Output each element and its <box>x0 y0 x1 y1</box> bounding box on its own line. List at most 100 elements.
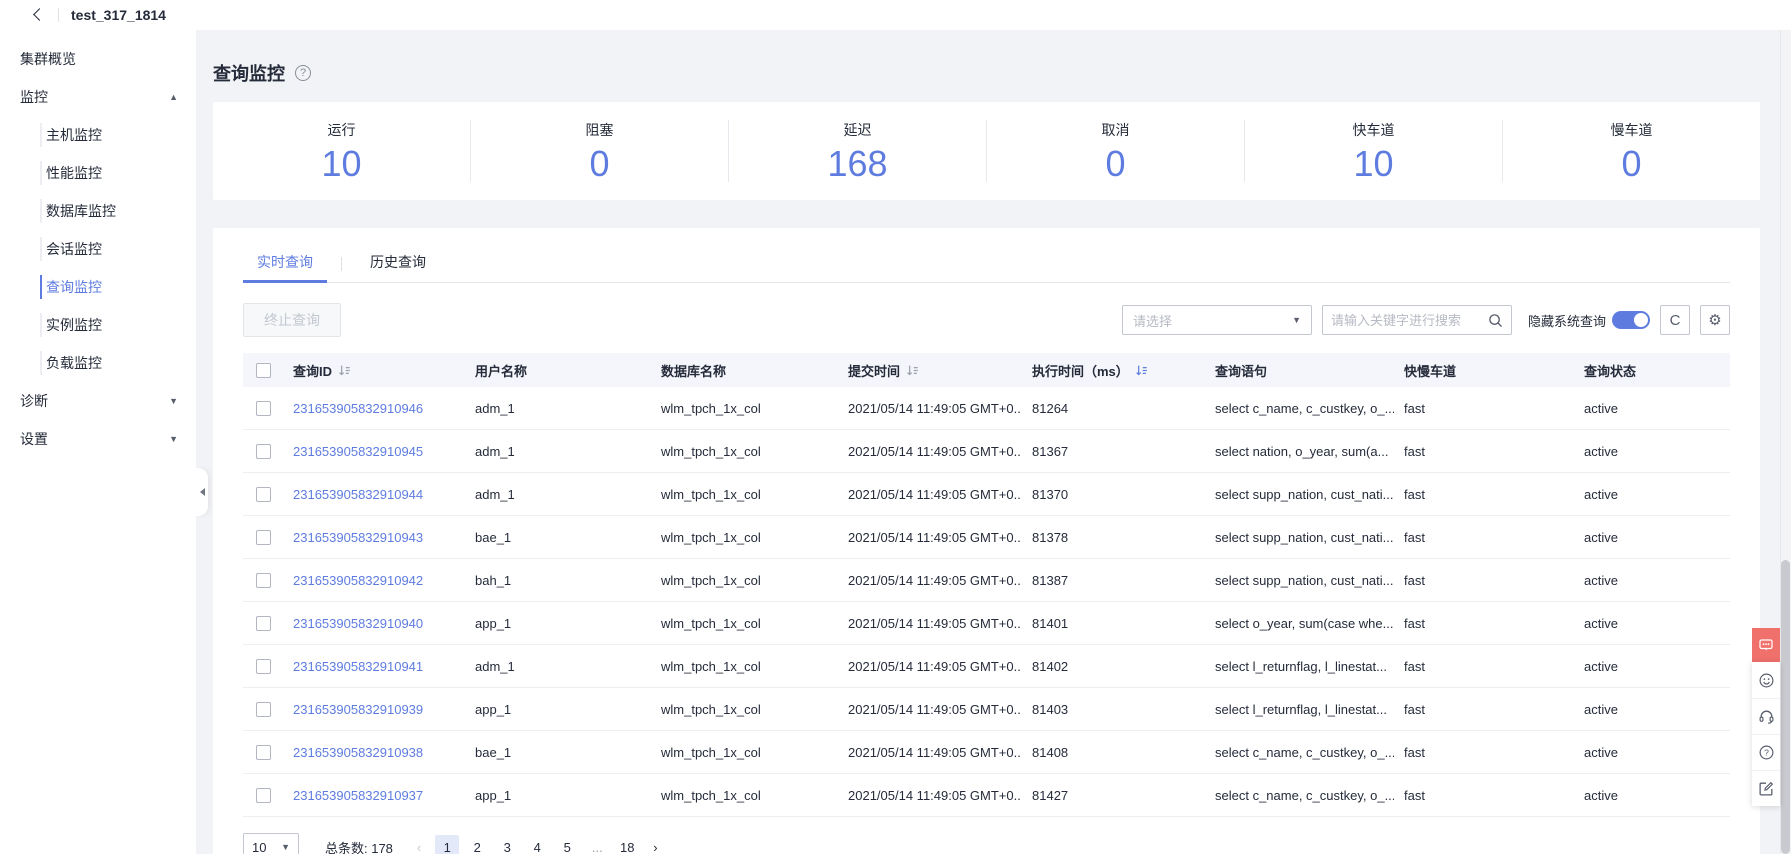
sort-icon-active[interactable] <box>1135 364 1148 377</box>
row-checkbox[interactable] <box>255 486 271 502</box>
row-checkbox[interactable] <box>255 529 271 545</box>
query-id-link[interactable]: 231653905832910944 <box>293 486 424 502</box>
row-checkbox[interactable] <box>255 400 271 416</box>
back-button[interactable] <box>30 6 48 24</box>
page-button[interactable]: 4 <box>533 839 541 854</box>
help-button[interactable]: ? <box>1752 734 1780 770</box>
tab-realtime-query[interactable]: 实时查询 <box>243 246 327 283</box>
vertical-scrollbar[interactable] <box>1780 30 1791 854</box>
survey-button[interactable] <box>1752 770 1780 806</box>
query-status-cell: active <box>1584 529 1618 545</box>
page-buttons: 1 2 3 4 5 ... 18 <box>435 835 639 854</box>
query-statement-cell: select l_returnflag, l_linestat... <box>1215 701 1387 717</box>
sidebar-subitem[interactable]: 数据库监控 <box>0 192 196 230</box>
cluster-name: test_317_1814 <box>71 7 166 23</box>
sidebar-group-settings[interactable]: 设置 ▼ <box>20 431 178 447</box>
tab-history-query[interactable]: 历史查询 <box>370 254 426 270</box>
page-button[interactable]: 5 <box>563 839 571 854</box>
row-checkbox[interactable] <box>255 615 271 631</box>
search-input[interactable] <box>1330 312 1488 328</box>
query-id-link[interactable]: 231653905832910938 <box>293 744 424 760</box>
feedback-button[interactable] <box>1752 628 1780 662</box>
hide-system-query-toggle[interactable] <box>1612 311 1650 329</box>
search-box <box>1321 305 1512 335</box>
query-id-link[interactable]: 231653905832910939 <box>293 701 424 717</box>
sidebar-subitem[interactable]: 性能监控 <box>0 154 196 192</box>
stat-label: 延迟 <box>843 122 872 138</box>
database-name-cell: wlm_tpch_1x_col <box>661 400 761 416</box>
exec-time-cell: 81401 <box>1032 615 1069 631</box>
sidebar-group-monitor[interactable]: 监控 ▲ <box>20 89 178 105</box>
sidebar-subitem[interactable]: 实例监控 <box>0 306 196 344</box>
sidebar-subitem[interactable]: 负载监控 <box>0 344 196 382</box>
stats-card: 运行 10 阻塞 0 延迟 168 取消 0 <box>213 102 1760 200</box>
smiley-button[interactable] <box>1752 662 1780 698</box>
next-page-button[interactable]: › <box>653 839 658 854</box>
stat-cell: 运行 10 <box>213 120 471 184</box>
feedback-chat-icon <box>1759 639 1773 651</box>
row-checkbox[interactable] <box>255 701 271 717</box>
chevron-down-icon: ▼ <box>169 434 178 444</box>
query-table: 查询ID 用户名称 数据库名称 提交时间 <box>243 353 1730 817</box>
table-row: 231653905832910942 bah_1 wlm_tpch_1x_col… <box>243 559 1730 602</box>
row-checkbox[interactable] <box>255 572 271 588</box>
lane-cell: fast <box>1404 443 1425 459</box>
exec-time-cell: 81367 <box>1032 443 1069 459</box>
page-size-select[interactable]: 10 ▼ <box>243 833 299 854</box>
query-id-link[interactable]: 231653905832910941 <box>293 658 424 674</box>
page-button[interactable]: 1 <box>435 835 460 854</box>
row-checkbox[interactable] <box>255 744 271 760</box>
table-row: 231653905832910939 app_1 wlm_tpch_1x_col… <box>243 688 1730 731</box>
user-name-cell: adm_1 <box>475 443 515 459</box>
query-id-link[interactable]: 231653905832910942 <box>293 572 424 588</box>
user-name-cell: adm_1 <box>475 658 515 674</box>
support-button[interactable] <box>1752 698 1780 734</box>
table-header-row: 查询ID 用户名称 数据库名称 提交时间 <box>243 353 1730 387</box>
row-checkbox[interactable] <box>255 787 271 803</box>
query-id-link[interactable]: 231653905832910943 <box>293 529 424 545</box>
sidebar-subitem[interactable]: 主机监控 <box>0 116 196 154</box>
page-button[interactable]: 18 <box>620 839 635 854</box>
database-name-cell: wlm_tpch_1x_col <box>661 443 761 459</box>
gear-icon: ⚙ <box>1708 312 1722 329</box>
stat-value: 10 <box>321 143 362 184</box>
lane-cell: fast <box>1404 486 1425 502</box>
sort-icon[interactable] <box>906 364 919 377</box>
refresh-button[interactable]: C <box>1660 305 1690 335</box>
query-statement-cell: select o_year, sum(case whe... <box>1215 615 1394 631</box>
prev-page-button[interactable]: ‹ <box>416 839 422 854</box>
page-button[interactable]: 3 <box>503 839 511 854</box>
collapse-left-icon <box>199 488 205 496</box>
sort-icon[interactable] <box>338 364 351 377</box>
sidebar-item-cluster-overview[interactable]: 集群概览 <box>20 51 76 67</box>
column-settings-button[interactable]: ⚙ <box>1700 305 1730 335</box>
exec-time-cell: 81378 <box>1032 529 1069 545</box>
page-button[interactable]: ... <box>591 839 603 854</box>
row-checkbox[interactable] <box>255 658 271 674</box>
select-all-checkbox[interactable] <box>255 362 271 378</box>
query-id-link[interactable]: 231653905832910937 <box>293 787 424 803</box>
stat-value: 10 <box>1353 143 1394 184</box>
sidebar-subitem[interactable]: 会话监控 <box>0 230 196 268</box>
query-status-cell: active <box>1584 400 1618 416</box>
sidebar-collapse-handle[interactable] <box>196 468 208 516</box>
filter-select[interactable]: 请选择 ▼ <box>1121 305 1312 335</box>
sidebar-subitem[interactable]: 查询监控 <box>0 268 196 306</box>
smiley-face-icon <box>1759 673 1773 687</box>
row-checkbox[interactable] <box>255 443 271 459</box>
submit-time-cell: 2021/05/14 11:49:05 GMT+0... <box>848 529 1022 545</box>
sidebar: 集群概览 监控 ▲ 主机监控 性能监控 数据库监控 <box>0 30 208 854</box>
table-row: 231653905832910940 app_1 wlm_tpch_1x_col… <box>243 602 1730 645</box>
terminate-query-button[interactable]: 终止查询 <box>243 303 341 337</box>
query-id-link[interactable]: 231653905832910945 <box>293 443 424 459</box>
scrollbar-thumb[interactable] <box>1781 560 1790 854</box>
sidebar-group-diagnose[interactable]: 诊断 ▼ <box>20 393 178 409</box>
exec-time-cell: 81427 <box>1032 787 1069 803</box>
query-id-link[interactable]: 231653905832910940 <box>293 615 424 631</box>
page-button[interactable]: 2 <box>473 839 481 854</box>
page-title: 查询监控 <box>213 64 285 84</box>
magnifier-icon[interactable] <box>1488 313 1503 328</box>
query-id-link[interactable]: 231653905832910946 <box>293 400 424 416</box>
table-row: 231653905832910944 adm_1 wlm_tpch_1x_col… <box>243 473 1730 516</box>
help-circle-icon[interactable]: ? <box>295 65 311 81</box>
